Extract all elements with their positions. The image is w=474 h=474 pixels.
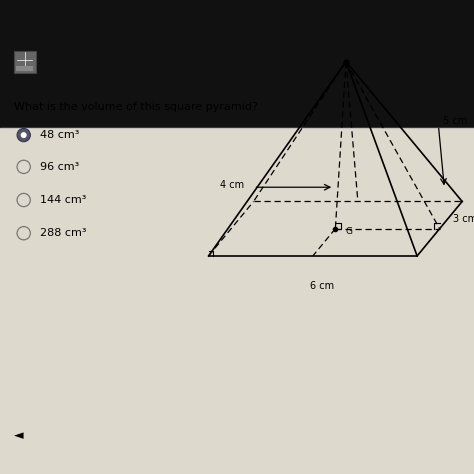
Text: G: G [345,227,352,236]
Circle shape [17,128,30,142]
Text: 288 cm³: 288 cm³ [40,228,87,238]
Circle shape [21,132,27,138]
Text: 5 cm: 5 cm [443,116,467,126]
Text: 6 cm: 6 cm [310,281,334,291]
Circle shape [17,227,30,240]
Bar [0,0,474,128]
Circle shape [17,193,30,207]
Text: 48 cm³: 48 cm³ [40,130,80,140]
Text: 144 cm³: 144 cm³ [40,195,87,205]
Circle shape [17,160,30,173]
Text: ◄: ◄ [14,429,24,443]
Text: What is the volume of this square pyramid?: What is the volume of this square pyrami… [14,102,258,112]
Text: 3 cm: 3 cm [453,214,474,224]
Bar [16,65,33,71]
Bar [0,128,474,474]
Text: 4 cm: 4 cm [220,180,244,191]
Bar [14,51,36,73]
Text: 96 cm³: 96 cm³ [40,162,80,172]
